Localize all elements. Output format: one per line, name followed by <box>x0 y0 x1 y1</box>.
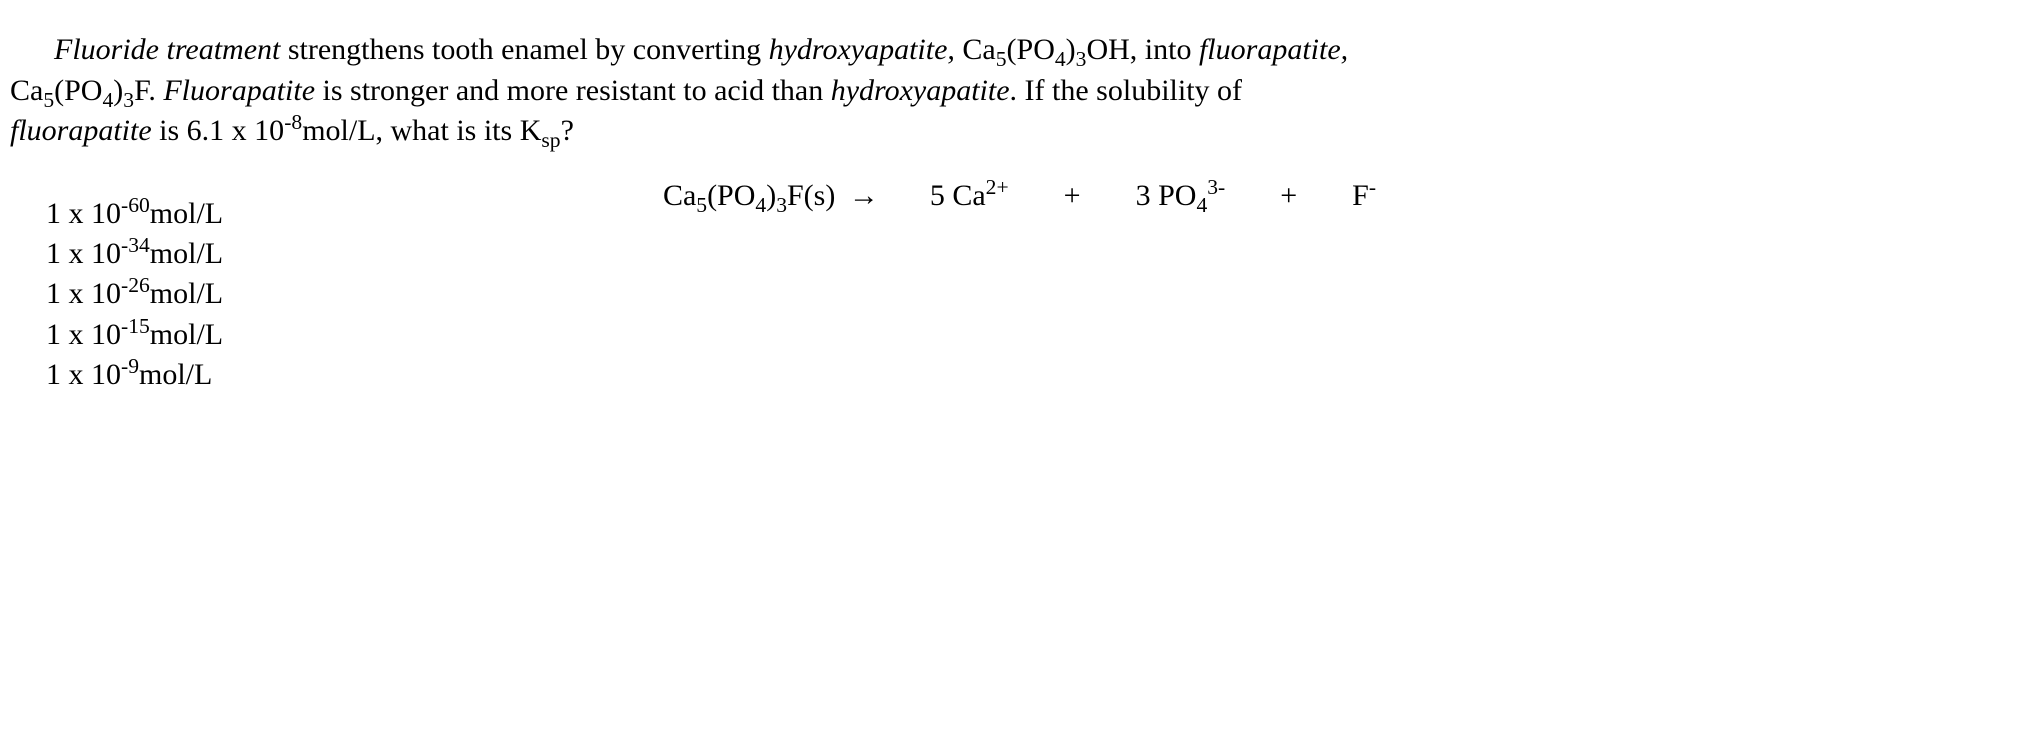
eq-text: Ca <box>663 179 696 212</box>
answer-option-4: 1 x 10-15mol/L <box>46 315 2029 355</box>
q-text: mol/L, what is its K <box>302 114 541 147</box>
q-text: OH, into <box>1086 33 1199 66</box>
term-fluoride-treatment: Fluoride treatment <box>54 33 280 66</box>
subscript: 5 <box>996 47 1007 71</box>
q-text: is stronger and more resistant to acid t… <box>315 74 831 107</box>
subscript: 3 <box>776 193 787 217</box>
superscript: -34 <box>121 233 150 257</box>
superscript: -9 <box>121 354 139 378</box>
eq-text: 3 PO <box>1136 179 1197 212</box>
question-line-2: Ca5(PO4)3F. Fluorapatite is stronger and… <box>10 71 2029 112</box>
answer-option-5: 1 x 10-9mol/L <box>46 355 2029 395</box>
answer-option-3: 1 x 10-26mol/L <box>46 274 2029 314</box>
answer-text: 1 x 10 <box>46 277 121 310</box>
answer-text: 1 x 10 <box>46 318 121 351</box>
subscript: 3 <box>1076 47 1087 71</box>
q-text: (PO <box>1007 33 1055 66</box>
q-text: . If the solubility of <box>1010 74 1242 107</box>
answer-text: mol/L <box>150 277 223 310</box>
answer-text: 1 x 10 <box>46 237 121 270</box>
question-text: Fluoride treatment strengthens tooth ena… <box>10 30 2029 152</box>
plus-sign: + <box>1064 179 1081 212</box>
eq-text: ) <box>766 179 776 212</box>
answer-text: mol/L <box>150 237 223 270</box>
answer-text: mol/L <box>139 358 212 391</box>
q-text: ? <box>561 114 574 147</box>
term-fluorapatite: fluorapatite <box>10 114 152 147</box>
superscript: -60 <box>121 193 150 217</box>
q-text: Ca <box>10 74 43 107</box>
subscript: 4 <box>1196 193 1207 217</box>
superscript: 2+ <box>986 175 1009 199</box>
answer-text: mol/L <box>150 197 223 230</box>
reaction-arrow: → <box>843 179 885 212</box>
eq-text: (PO <box>707 179 755 212</box>
plus-sign: + <box>1280 179 1297 212</box>
subscript: 3 <box>123 88 134 112</box>
q-text: is 6.1 x 10 <box>152 114 285 147</box>
q-text: ) <box>1066 33 1076 66</box>
superscript: -8 <box>284 110 302 134</box>
term-fluorapatite: Fluorapatite <box>163 74 315 107</box>
answer-option-2: 1 x 10-34mol/L <box>46 234 2029 274</box>
q-text: ) <box>113 74 123 107</box>
question-line-3: fluorapatite is 6.1 x 10-8mol/L, what is… <box>10 111 2029 152</box>
term-hydroxyapatite: hydroxyapatite, <box>769 33 955 66</box>
eq-text: F(s) <box>787 179 835 212</box>
q-text: F. <box>134 74 163 107</box>
eq-text: F <box>1352 179 1369 212</box>
subscript: 4 <box>755 193 766 217</box>
subscript: 5 <box>43 88 54 112</box>
q-text: strengthens tooth enamel by converting <box>280 33 768 66</box>
superscript: - <box>1369 175 1376 199</box>
q-text: (PO <box>54 74 102 107</box>
q-text: Ca <box>955 33 996 66</box>
subscript: 5 <box>696 193 707 217</box>
superscript: -26 <box>121 273 150 297</box>
term-hydroxyapatite: hydroxyapatite <box>831 74 1010 107</box>
answer-text: 1 x 10 <box>46 197 121 230</box>
eq-text: 5 Ca <box>930 179 986 212</box>
term-fluorapatite: fluorapatite, <box>1199 33 1348 66</box>
answer-text: mol/L <box>150 318 223 351</box>
question-line-1: Fluoride treatment strengthens tooth ena… <box>10 30 2029 71</box>
subscript: sp <box>541 128 560 152</box>
superscript: 3- <box>1207 175 1225 199</box>
subscript: 4 <box>1055 47 1066 71</box>
answer-choices: 1 x 10-60mol/L 1 x 10-34mol/L 1 x 10-26m… <box>10 194 2029 395</box>
subscript: 4 <box>102 88 113 112</box>
answer-text: 1 x 10 <box>46 358 121 391</box>
superscript: -15 <box>121 314 150 338</box>
